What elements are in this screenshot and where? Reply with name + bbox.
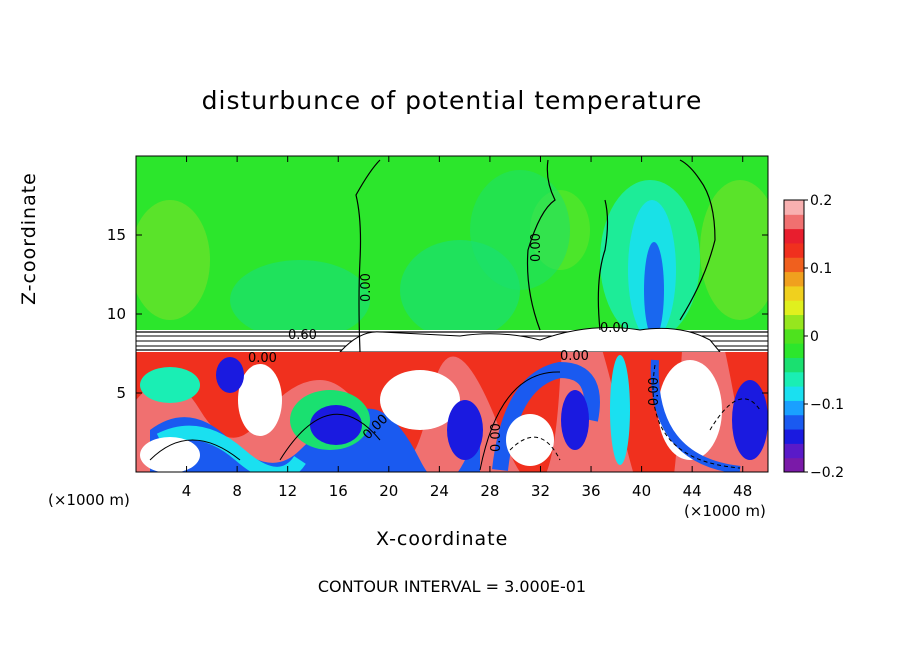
colorbar-swatch xyxy=(784,429,804,444)
colorbar xyxy=(784,200,804,473)
contour-label: 0.00 xyxy=(248,351,277,366)
contour-label: 0.60 xyxy=(288,328,317,343)
contour-line xyxy=(526,159,556,331)
field-patch xyxy=(470,170,570,290)
field-patch xyxy=(561,390,589,450)
field-patch xyxy=(140,367,200,403)
field-patch xyxy=(658,360,722,460)
x-tick-label: 24 xyxy=(430,482,449,500)
field-patch xyxy=(644,242,664,338)
field-patch xyxy=(610,355,630,465)
x-unit-label-right: (×1000 m) xyxy=(684,502,766,520)
colorbar-tick-label: −0.2 xyxy=(810,465,844,481)
contour-line xyxy=(279,413,381,461)
y-tick-label: 15 xyxy=(107,226,126,244)
contour-label: 0.00 xyxy=(529,233,544,262)
x-tick-label: 44 xyxy=(683,482,702,500)
colorbar-swatch xyxy=(784,457,804,473)
x-tick-label: 48 xyxy=(733,482,752,500)
contour-label: 0.00 xyxy=(647,377,662,406)
field-patch xyxy=(238,364,282,436)
field-patch xyxy=(492,361,600,471)
colorbar-swatch xyxy=(784,328,804,344)
contour-line xyxy=(597,199,609,331)
colorbar-swatch xyxy=(784,242,804,258)
colorbar-swatch xyxy=(784,271,804,287)
contour-label: 0.00 xyxy=(560,349,589,364)
x-axis: 4 8 12 16 20 24 28 32 36 40 44 48 xyxy=(182,156,752,500)
field-patch xyxy=(310,405,362,445)
x-tick-label: 28 xyxy=(480,482,499,500)
colorbar-tick-label: −0.1 xyxy=(810,397,844,413)
x-tick-label: 4 xyxy=(182,482,192,500)
colorbar-swatch xyxy=(784,443,804,459)
colorbar-swatch xyxy=(784,228,804,244)
y-tick-label: 10 xyxy=(107,305,126,323)
colorbar-tick-label: 0.2 xyxy=(810,193,832,209)
x-tick-label: 40 xyxy=(632,482,651,500)
x-tick-label: 20 xyxy=(379,482,398,500)
contour-line xyxy=(355,159,381,353)
contour-line xyxy=(709,398,761,431)
colorbar-swatch xyxy=(784,386,804,401)
field-patch xyxy=(700,180,768,320)
x-tick-label: 12 xyxy=(278,482,297,500)
colorbar-tick-label: 0.1 xyxy=(810,261,832,277)
colorbar-swatch xyxy=(784,257,804,273)
colorbar-swatch xyxy=(784,214,804,230)
colorbar-tick-label: 0 xyxy=(810,329,819,345)
colorbar-swatch xyxy=(784,357,804,373)
contour-line xyxy=(509,436,561,461)
field-patch xyxy=(732,380,768,460)
colorbar-swatch xyxy=(784,343,804,358)
x-axis-label: X-coordinate xyxy=(376,528,509,550)
contour-label: 0.00 xyxy=(600,321,629,336)
field-patch xyxy=(136,200,210,320)
contour-line xyxy=(652,364,741,469)
field-patch xyxy=(156,425,306,472)
field-patch xyxy=(380,370,460,430)
field-patch xyxy=(230,260,370,340)
colorbar-swatch xyxy=(784,300,804,316)
colorbar-swatch xyxy=(784,285,804,301)
x-tick-label: 16 xyxy=(329,482,348,500)
boundary-layer-region xyxy=(136,352,768,472)
colorbar-swatch xyxy=(784,314,804,330)
x-unit-label-left: (×1000 m) xyxy=(48,491,130,509)
field-patch xyxy=(506,414,554,466)
x-tick-label: 8 xyxy=(232,482,242,500)
potential-temperature-field xyxy=(136,156,768,472)
field-patch xyxy=(447,400,483,460)
y-tick-label: 5 xyxy=(116,384,126,402)
contour-interval-note: CONTOUR INTERVAL = 3.000E-01 xyxy=(317,577,587,596)
field-patch xyxy=(140,437,200,472)
field-patch xyxy=(650,359,741,472)
colorbar-swatch xyxy=(784,371,804,387)
contour-line xyxy=(149,439,241,461)
inversion-bulge xyxy=(338,327,722,353)
field-patch xyxy=(216,357,244,393)
contour-label: 0.00 xyxy=(359,273,374,302)
colorbar-swatch xyxy=(784,400,804,416)
x-tick-label: 36 xyxy=(581,482,600,500)
colorbar-axis: 0.2 0.1 0 −0.1 −0.2 xyxy=(804,193,844,481)
x-tick-label: 32 xyxy=(531,482,550,500)
contour-line xyxy=(479,371,561,471)
colorbar-swatch xyxy=(784,414,804,430)
y-axis-label: Z-coordinate xyxy=(18,172,40,305)
colorbar-swatch xyxy=(784,200,804,215)
chart-title: disturbunce of potential temperature xyxy=(201,86,703,115)
contour-line xyxy=(679,159,716,321)
y-axis: 5 10 15 xyxy=(107,226,768,402)
contour-label: 0.00 xyxy=(489,423,504,452)
